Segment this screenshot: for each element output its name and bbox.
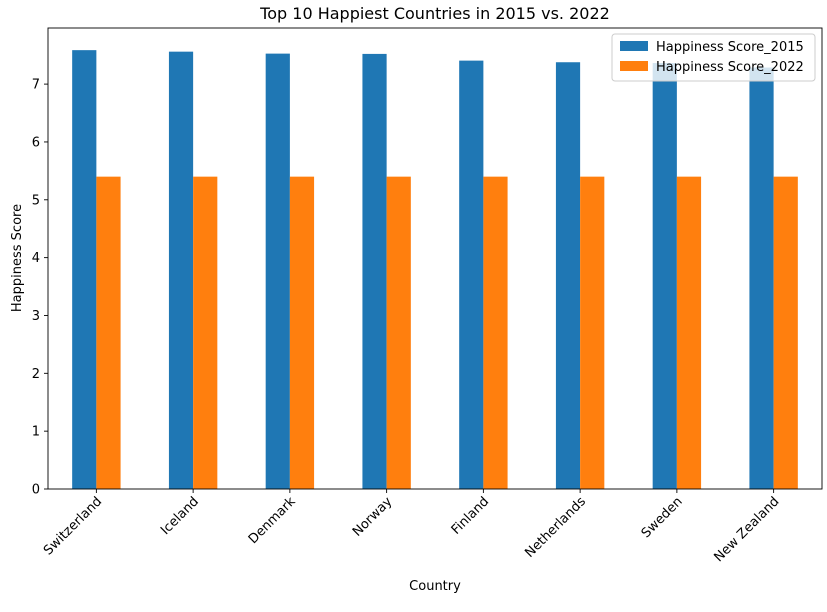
y-axis-label: Happiness Score — [10, 204, 25, 312]
legend-swatch — [620, 61, 648, 71]
bar-2022-netherlands — [580, 176, 605, 489]
bar-2015-iceland — [168, 51, 194, 489]
y-tick-label: 1 — [32, 425, 40, 440]
y-tick-label: 0 — [32, 483, 40, 498]
bar-2015-netherlands — [555, 62, 581, 490]
x-axis-label: Country — [409, 579, 461, 594]
bar-2015-finland — [459, 60, 484, 490]
y-tick-label: 3 — [32, 309, 40, 324]
bar-2022-denmark — [289, 176, 315, 489]
x-tick-label: Netherlands — [522, 494, 589, 561]
plot-frame — [47, 27, 823, 490]
bar-2015-new-zealand — [749, 67, 774, 489]
bar-2015-denmark — [265, 53, 290, 490]
chart-title: Top 10 Happiest Countries in 2015 vs. 20… — [259, 4, 610, 23]
y-tick-label: 2 — [32, 367, 40, 382]
bar-2015-norway — [362, 53, 387, 489]
x-tick-label: Sweden — [639, 494, 686, 541]
bar-2022-sweden — [676, 176, 702, 489]
bar-2022-iceland — [193, 176, 218, 489]
legend: Happiness Score_2015 Happiness Score_2022 — [611, 33, 816, 82]
bar-2022-norway — [386, 176, 411, 489]
x-tick-label: Norway — [350, 494, 396, 540]
x-tick-label: Iceland — [158, 494, 202, 538]
bar-2022-new-zealand — [773, 176, 798, 489]
y-tick-label: 4 — [32, 251, 40, 266]
x-tick-label: Denmark — [246, 494, 299, 547]
bar-2015-switzerland — [72, 50, 97, 490]
legend-label: Happiness Score_2015 — [656, 40, 804, 55]
bar-2015-sweden — [652, 63, 677, 490]
y-tick-label: 7 — [32, 78, 40, 93]
legend-label: Happiness Score_2022 — [656, 60, 804, 75]
x-tick-label: New Zealand — [711, 494, 782, 565]
bar-2022-switzerland — [96, 176, 121, 489]
legend-swatch — [620, 41, 648, 51]
legend-frame — [611, 33, 816, 82]
x-tick-label: Switzerland — [41, 494, 105, 558]
y-tick-label: 6 — [32, 135, 40, 150]
x-tick-label: Finland — [449, 494, 492, 537]
y-tick-label: 5 — [32, 193, 40, 208]
bar-2022-finland — [483, 176, 508, 489]
